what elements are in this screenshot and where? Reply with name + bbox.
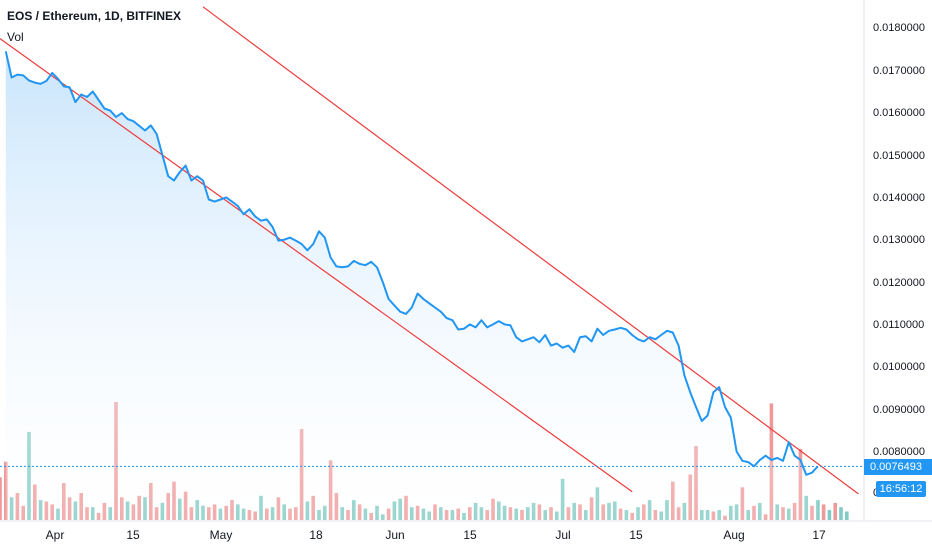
bar-countdown-tag: 16:56:12 <box>876 481 926 497</box>
price-tick: 0.0080000 <box>873 446 925 458</box>
price-tick: 0.0130000 <box>873 234 925 246</box>
time-tick: Jul <box>555 528 571 542</box>
time-tick: Aug <box>723 528 745 542</box>
volume-bar <box>0 477 2 520</box>
price-tick: 0.0090000 <box>873 404 925 416</box>
price-line <box>4 51 819 476</box>
price-tick: 0.0140000 <box>873 192 925 204</box>
time-tick: Jun <box>385 528 405 542</box>
price-tick: 0.0150000 <box>873 150 925 162</box>
volume-bar <box>833 502 837 520</box>
trendlines[interactable] <box>0 6 859 495</box>
time-tick: 15 <box>463 528 477 542</box>
volume-bar <box>839 507 843 520</box>
volume-bar <box>827 510 832 520</box>
trendline[interactable] <box>0 38 633 493</box>
trendline[interactable] <box>202 6 859 495</box>
volume-indicator-label[interactable]: Vol <box>7 30 24 44</box>
price-tick: 0.0100000 <box>873 361 925 373</box>
time-tick: 18 <box>309 528 323 542</box>
volume-bar <box>821 504 826 520</box>
price-tick: 0.0170000 <box>873 65 925 77</box>
price-tick: 0.0180000 <box>873 22 925 34</box>
price-tick: 0.0160000 <box>873 107 925 119</box>
time-tick: 17 <box>812 528 826 542</box>
price-area-fill <box>5 51 818 522</box>
price-tick: 0.0110000 <box>873 319 925 331</box>
symbol-title[interactable]: EOS / Ethereum, 1D, BITFINEX <box>7 9 182 23</box>
price-tick: 0.0120000 <box>873 277 925 289</box>
time-tick: 15 <box>629 528 643 542</box>
last-price-tag: 0.0076493 <box>864 459 932 475</box>
time-tick: Apr <box>45 528 65 542</box>
time-tick: May <box>209 528 233 542</box>
time-tick: 15 <box>126 528 140 542</box>
volume-bar <box>845 511 849 520</box>
